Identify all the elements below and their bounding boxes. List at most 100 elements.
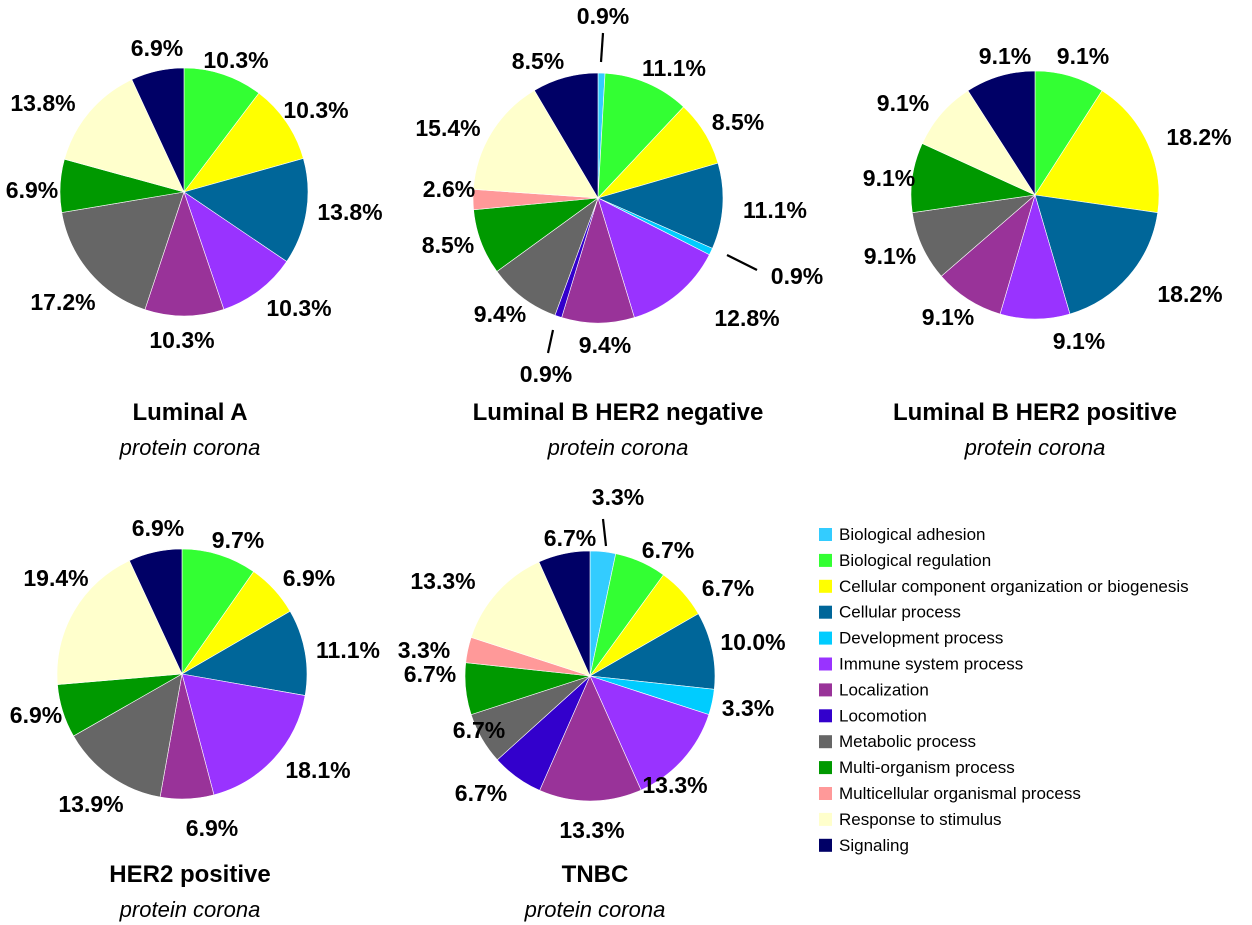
slice-label: 9.1%	[922, 304, 974, 330]
leader-line	[546, 329, 555, 354]
legend-label: Cellular component organization or bioge…	[839, 577, 1189, 596]
slice-label: 2.6%	[423, 176, 475, 202]
slice-label: 8.5%	[712, 109, 764, 135]
slice-label: 6.7%	[702, 575, 754, 601]
slice-label: 0.9%	[577, 3, 629, 29]
slice-label: 10.3%	[203, 47, 268, 73]
slice-label: 0.9%	[520, 361, 572, 387]
slice-label: 6.7%	[404, 661, 456, 687]
chart-subtitle: protein corona	[119, 897, 261, 922]
slice-label: 6.9%	[131, 35, 183, 61]
leader-line	[601, 518, 608, 547]
leader-line	[599, 32, 605, 63]
pie-slice-cellular-process	[597, 162, 724, 249]
pie-chart-luminal-b-her2-positive: 9.1% 18.2% 18.2% 9.1% 9.1% 9.1% 9.1% 9.1% 9.1% Lu…	[863, 43, 1232, 460]
legend-swatch	[819, 709, 832, 723]
pie-slice-cellular-process	[1034, 194, 1159, 315]
pie-slice-signaling	[533, 72, 599, 200]
slice-label: 11.1%	[743, 197, 807, 223]
pie-slice-cellular-process	[181, 610, 308, 696]
slice-label: 0.9%	[771, 263, 823, 289]
pie-slice-biological-regulation	[183, 67, 260, 193]
legend-label: Multi-organism process	[839, 758, 1015, 777]
legend-swatch	[819, 528, 832, 541]
legend-label: Immune system process	[839, 655, 1023, 674]
pie-slice-response-to-stimulus	[470, 561, 591, 677]
slice-label: 6.7%	[455, 780, 507, 806]
slice-label: 15.4%	[415, 115, 480, 141]
leader-line	[726, 254, 758, 271]
pie-slice-immune-system-process	[181, 673, 306, 796]
slice-label: 9.1%	[864, 243, 916, 269]
slice-label: 9.1%	[877, 90, 929, 116]
chart-subtitle: protein corona	[547, 435, 689, 460]
legend-label: Cellular process	[839, 603, 961, 622]
legend-label: Biological adhesion	[839, 525, 986, 544]
chart-title: Luminal A	[132, 399, 247, 426]
chart-subtitle: protein corona	[524, 897, 666, 922]
pie-slice-signaling	[538, 550, 591, 677]
legend: Biological adhesion Biological regulation…	[819, 525, 1189, 855]
slice-label: 3.3%	[722, 695, 774, 721]
pie-slice-response-to-stimulus	[56, 560, 183, 685]
legend-swatch	[819, 735, 832, 749]
chart-title: HER2 positive	[109, 861, 270, 888]
pie-slice-response-to-stimulus	[64, 79, 185, 193]
pie-slice-cellular-process	[589, 613, 716, 690]
pie-chart-luminal-b-her2-negative: 0.9% 11.1% 8.5% 11.1% 0.9% 12.8% 9.4% 0.9% 9.4% 8…	[415, 3, 823, 460]
slice-label: 13.8%	[317, 199, 382, 225]
legend-swatch	[819, 579, 832, 593]
pie-slice-biological-regulation	[597, 72, 684, 199]
chart-title: TNBC	[562, 861, 629, 888]
legend-label: Multicellular organismal process	[839, 784, 1081, 803]
legend-label: Locomotion	[839, 706, 927, 725]
slice-label: 9.1%	[1053, 328, 1105, 354]
slice-label: 6.9%	[186, 815, 238, 841]
slice-label: 13.3%	[559, 817, 624, 843]
legend-swatch	[819, 812, 832, 826]
slice-label: 6.7%	[642, 537, 694, 563]
pie-slice-immune-system-process	[183, 191, 288, 310]
slice-label: 3.3%	[398, 637, 450, 663]
slice-label: 13.3%	[642, 772, 707, 798]
chart-title: Luminal B HER2 positive	[893, 399, 1177, 426]
slice-label: 9.7%	[212, 527, 264, 553]
slice-label: 18.2%	[1157, 281, 1222, 307]
slice-label: 11.1%	[316, 637, 380, 663]
chart-title: Luminal B HER2 negative	[473, 399, 764, 426]
pie-slice-localization	[144, 191, 225, 317]
legend-swatch	[819, 631, 832, 645]
slice-label: 13.9%	[58, 791, 123, 817]
slice-label: 18.2%	[1166, 124, 1231, 150]
slice-label: 6.9%	[10, 702, 62, 728]
slice-label: 9.4%	[579, 332, 631, 358]
chart-subtitle: protein corona	[119, 435, 261, 460]
slice-label: 6.9%	[6, 177, 58, 203]
pie-chart-her2-positive: 9.7% 6.9% 11.1% 18.1% 6.9% 13.9% 6.9% 19.4% 6.9%…	[10, 515, 380, 922]
pie-slice-signaling	[967, 70, 1036, 197]
legend-swatch	[819, 605, 832, 619]
legend-swatch	[819, 683, 832, 697]
slice-label: 13.3%	[410, 568, 475, 594]
slice-label: 9.1%	[1057, 43, 1109, 69]
pie-slice-response-to-stimulus	[472, 89, 599, 199]
slice-label: 9.1%	[979, 43, 1031, 69]
slice-label: 8.5%	[512, 48, 564, 74]
pie-chart-tnbc: 3.3%6.7%6.7%10.0%3.3%13.3%13.3%6.7%6.7%6…	[398, 484, 786, 922]
legend-swatch	[819, 657, 832, 671]
legend-swatch	[819, 553, 832, 567]
legend-swatch	[819, 838, 832, 852]
pie-slice-biological-regulation	[181, 548, 255, 675]
pie-slice-immune-system-process	[589, 675, 710, 791]
slice-label: 10.3%	[283, 97, 348, 123]
pie-slice-signaling	[131, 67, 185, 193]
legend-swatch	[819, 787, 832, 800]
legend-swatch	[819, 761, 832, 775]
legend-label: Response to stimulus	[839, 810, 1002, 829]
slice-label: 18.1%	[285, 757, 350, 783]
pie-slice-cellular-component-organization-or-biogenesis	[1034, 90, 1160, 213]
legend-label: Development process	[839, 629, 1003, 648]
legend-label: Signaling	[839, 836, 909, 855]
pie-slice-metabolic-process	[61, 191, 185, 311]
